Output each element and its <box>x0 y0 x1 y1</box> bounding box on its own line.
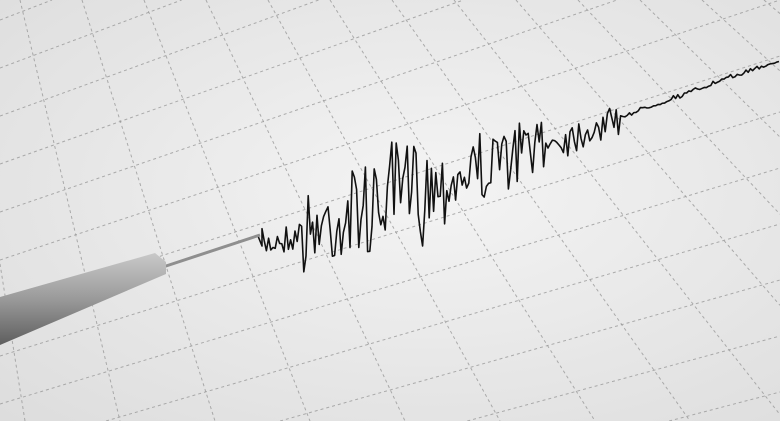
grid-line <box>577 0 780 215</box>
grid-line <box>0 263 26 421</box>
grid-line <box>329 0 596 421</box>
trace-line <box>257 60 780 273</box>
grid-line <box>81 0 216 421</box>
grid-line <box>0 0 464 165</box>
needle-arm <box>0 253 166 345</box>
grid-line <box>19 0 121 421</box>
grid-line <box>0 167 780 405</box>
grid-line <box>0 0 319 117</box>
seismic-trace <box>257 60 780 273</box>
grid-line <box>0 55 780 309</box>
grid-line <box>279 279 780 421</box>
needle-wire <box>159 233 261 270</box>
grid-line <box>515 0 780 306</box>
grid-line <box>668 391 780 421</box>
grid-line <box>391 0 691 421</box>
grid-line <box>0 0 780 261</box>
grid-line <box>267 0 501 421</box>
seismograph-needle-icon <box>0 233 261 345</box>
grid-line <box>639 0 780 138</box>
grid-line <box>467 335 780 421</box>
grid-line <box>453 0 780 415</box>
grid-line <box>0 0 618 213</box>
grid-line <box>0 0 182 69</box>
grid-line <box>0 111 780 357</box>
